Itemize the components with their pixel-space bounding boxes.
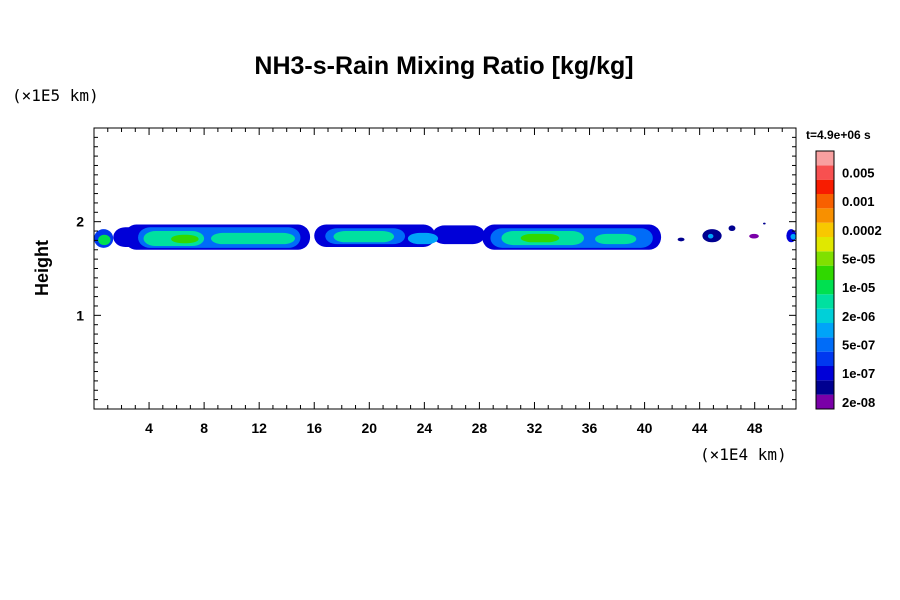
colorbar-swatch [816, 366, 834, 381]
cloud-blob [749, 233, 759, 239]
colorbar-label: 0.005 [842, 166, 875, 181]
colorbar-label: 1e-07 [842, 366, 875, 381]
x-scale-label: (×1E4 km) [700, 445, 787, 464]
colorbar-swatch [816, 280, 834, 295]
colorbar-label: 2e-08 [842, 395, 875, 410]
cloud-blob [595, 233, 637, 245]
x-tick-label: 20 [362, 420, 378, 436]
colorbar-swatch [816, 165, 834, 180]
cloud-blob [211, 232, 295, 245]
colorbar-swatch [816, 308, 834, 323]
colorbar-swatch [816, 208, 834, 223]
cloud-blob [98, 234, 111, 246]
x-tick-label: 36 [582, 420, 598, 436]
cloud-blob [432, 225, 485, 245]
x-tick-label: 32 [527, 420, 543, 436]
colorbar-label: 0.001 [842, 194, 875, 209]
y-axis-label: Height [32, 240, 52, 296]
colorbar: 0.005 0.001 0.0002 5e-05 1e-05 2e-06 5e-07 1e-0… [815, 150, 882, 410]
cloud-blob [407, 232, 439, 245]
cloud-blob [762, 222, 766, 225]
y-tick-label: 1 [76, 307, 84, 323]
colorbar-swatch [816, 337, 834, 352]
x-tick-label: 48 [747, 420, 763, 436]
x-tick-label: 12 [251, 420, 267, 436]
colorbar-swatch [816, 194, 834, 209]
y-tick-label: 2 [76, 214, 84, 230]
chart-title: NH3-s-Rain Mixing Ratio [kg/kg] [254, 52, 633, 80]
time-label: t=4.9e+06 s [806, 128, 871, 142]
colorbar-swatch [816, 179, 834, 194]
cloud-blob [520, 233, 560, 243]
colorbar-swatch [816, 265, 834, 280]
x-tick-label: 8 [200, 420, 208, 436]
colorbar-label: 0.0002 [842, 223, 882, 238]
colorbar-label: 5e-07 [842, 338, 875, 353]
cloud-blob [677, 237, 685, 242]
plot-area [94, 222, 796, 250]
colorbar-swatch [816, 222, 834, 237]
x-tick-label: 16 [306, 420, 322, 436]
y-scale-label: (×1E5 km) [12, 86, 99, 105]
colorbar-label: 2e-06 [842, 309, 875, 324]
colorbar-frame [815, 150, 835, 410]
cloud-blob [790, 233, 796, 240]
colorbar-swatch [816, 394, 834, 409]
cloud-blob [171, 234, 199, 244]
colorbar-swatch [816, 351, 834, 366]
x-tick-label: 24 [417, 420, 433, 436]
x-tick-label: 4 [145, 420, 153, 436]
x-tick-label: 44 [692, 420, 708, 436]
cloud-blob [333, 231, 395, 243]
colorbar-swatch [816, 151, 834, 166]
colorbar-swatch [816, 251, 834, 266]
colorbar-label: 5e-05 [842, 252, 875, 267]
colorbar-swatch [816, 294, 834, 309]
colorbar-label: 1e-05 [842, 280, 875, 295]
x-tick-label: 40 [637, 420, 653, 436]
colorbar-swatch [816, 237, 834, 252]
plot-frame [93, 127, 797, 410]
colorbar-swatch [816, 380, 834, 395]
cloud-blob [728, 225, 736, 232]
x-tick-label: 28 [472, 420, 488, 436]
colorbar-swatch [816, 323, 834, 338]
cloud-blob [707, 233, 714, 239]
